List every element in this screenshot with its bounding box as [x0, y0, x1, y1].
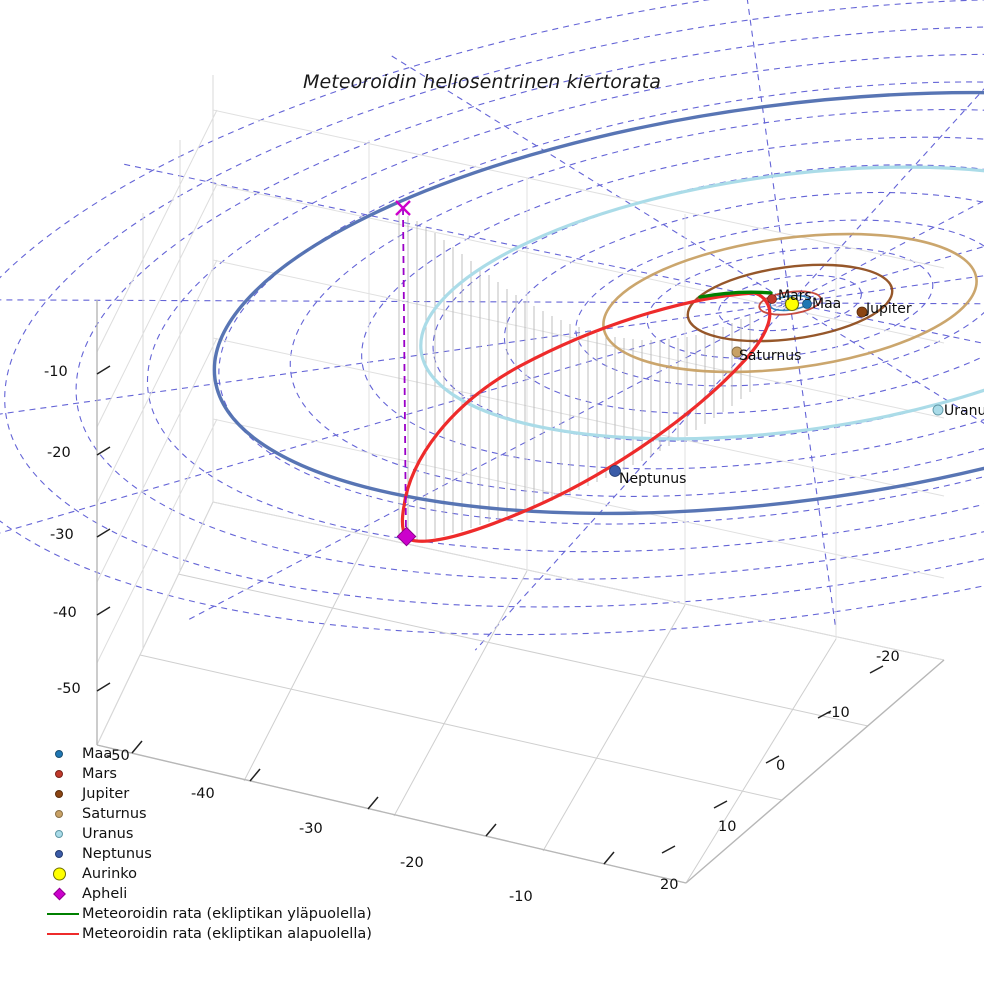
page-title: Meteoroidin heliosentrinen kiertorata [303, 71, 661, 93]
legend-item-saturnus[interactable]: Saturnus [46, 804, 356, 824]
legend-label: Saturnus [82, 806, 147, 822]
marker-neptunus [609, 465, 621, 477]
orbit-uranus [419, 165, 984, 441]
meteoroid-orbit-below-ecliptic [400, 291, 772, 543]
z-tick-label: -10 [44, 364, 68, 380]
aphelion-marker [396, 526, 417, 547]
legend-label: Uranus [82, 826, 134, 842]
z-tick-label: -20 [47, 445, 71, 461]
planet-orbits [212, 90, 984, 516]
body-label-mars: Mars [778, 288, 812, 304]
marker-saturnus [731, 346, 743, 358]
x-tick-label: -40 [191, 786, 215, 802]
legend-marker-uranus-icon [46, 824, 82, 844]
legend-line-orbit-above-icon [46, 904, 82, 924]
legend-item-aurinko[interactable]: Aurinko [46, 864, 356, 884]
y-tick-label: 10 [718, 819, 737, 835]
z-tick-label: -40 [53, 605, 77, 621]
meteoroid-orbit-above-ecliptic [698, 290, 773, 299]
legend-marker-maa-icon [46, 744, 82, 764]
legend-marker-aurinko-icon [46, 864, 82, 884]
orbit-jupiter [686, 263, 894, 343]
legend-item-uranus[interactable]: Uranus [46, 824, 356, 844]
y-axis-spine [685, 659, 945, 884]
aphelion-connector [402, 207, 407, 538]
legend-item-apheli[interactable]: Apheli [46, 884, 356, 904]
body-label-saturnus: Saturnus [739, 348, 802, 364]
legend-item-neptunus[interactable]: Neptunus [46, 844, 356, 864]
y-tick-label: 20 [660, 877, 679, 893]
legend-label: Mars [82, 766, 117, 782]
legend-marker-mars-icon [46, 764, 82, 784]
y-tick-label: -20 [876, 649, 900, 665]
legend-item-orbit-below[interactable]: Meteoroidin rata (ekliptikan alapuolella… [46, 924, 372, 944]
legend-item-orbit-above[interactable]: Meteoroidin rata (ekliptikan yläpuolella… [46, 904, 372, 924]
legend-label: Meteoroidin rata (ekliptikan alapuolella… [82, 926, 372, 942]
orbit-neptunus [212, 90, 984, 516]
legend: Maa Mars Jupiter Saturnus Uranus Neptunu… [46, 744, 372, 944]
legend-label: Jupiter [82, 786, 130, 802]
legend-label: Apheli [82, 886, 128, 902]
axis-spines [96, 300, 945, 884]
body-label-uranus: Uranu [944, 403, 984, 419]
x-tick-label: -50 [106, 748, 130, 764]
marker-aurinko [784, 296, 800, 312]
marker-jupiter [856, 306, 868, 318]
y-tick-label: 0 [776, 758, 786, 774]
legend-marker-apheli-icon [46, 884, 82, 904]
body-label-jupiter: Jupiter [866, 301, 912, 317]
marker-maa [802, 299, 812, 309]
x-tick-label: -30 [299, 821, 323, 837]
legend-label: Maa [82, 746, 113, 762]
body-label-neptunus: Neptunus [619, 471, 687, 487]
x-axis-spine [96, 744, 687, 884]
marker-mars [767, 294, 777, 304]
body-label-maa: Maa [812, 296, 842, 312]
legend-line-orbit-below-icon [46, 924, 82, 944]
orbit-mars [758, 290, 822, 316]
legend-item-mars[interactable]: Mars [46, 764, 356, 784]
legend-item-maa[interactable]: Maa [46, 744, 356, 764]
z-tick-label: -50 [57, 681, 81, 697]
axis-tick-marks [96, 365, 884, 865]
y-tick-label: -10 [826, 705, 850, 721]
legend-marker-saturnus-icon [46, 804, 82, 824]
x-tick-label: -20 [400, 855, 424, 871]
legend-marker-neptunus-icon [46, 844, 82, 864]
z-tick-label: -30 [50, 527, 74, 543]
legend-label: Aurinko [82, 866, 138, 882]
x-tick-label: -10 [509, 889, 533, 905]
orbit-drop-lines [398, 212, 751, 541]
planet-markers [609, 294, 944, 477]
legend-item-jupiter[interactable]: Jupiter [46, 784, 356, 804]
aphelion-projection-marker [395, 200, 411, 216]
legend-label: Meteoroidin rata (ekliptikan yläpuolella… [82, 906, 372, 922]
legend-marker-jupiter-icon [46, 784, 82, 804]
legend-label: Neptunus [82, 846, 152, 862]
marker-uranus [932, 404, 944, 416]
